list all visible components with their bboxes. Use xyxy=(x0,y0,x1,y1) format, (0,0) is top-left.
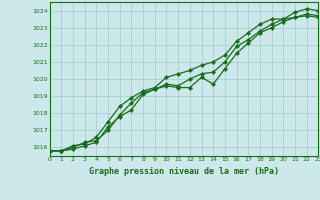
X-axis label: Graphe pression niveau de la mer (hPa): Graphe pression niveau de la mer (hPa) xyxy=(89,167,279,176)
